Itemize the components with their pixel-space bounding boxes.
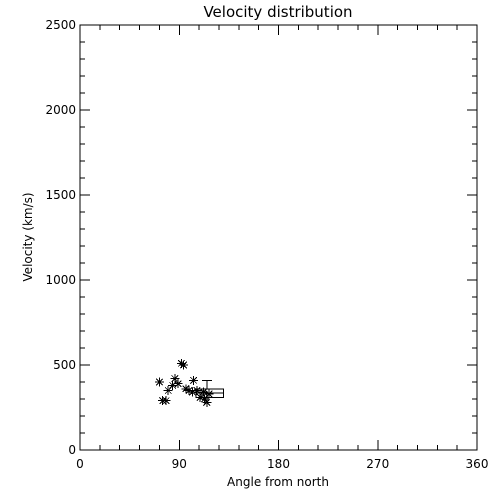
y-tick-label: 2000 — [45, 103, 76, 117]
x-tick-label: 90 — [172, 457, 187, 471]
y-tick-label: 0 — [68, 443, 76, 457]
data-point — [204, 389, 214, 399]
data-point — [202, 397, 212, 407]
data-point — [189, 375, 199, 385]
data-point — [170, 374, 180, 384]
data-point — [181, 384, 191, 394]
data-point — [200, 394, 210, 404]
data-point — [192, 386, 202, 395]
y-tick-label: 1000 — [45, 273, 76, 287]
data-point — [161, 396, 171, 406]
data-point — [173, 379, 183, 389]
chart-title: Velocity distribution — [203, 3, 352, 21]
scatter-points — [154, 358, 214, 407]
x-tick-label: 0 — [76, 457, 84, 471]
y-axis: 0 500 1000 1500 2000 2500 — [45, 18, 477, 457]
data-point — [163, 386, 173, 395]
y-tick-label: 2500 — [45, 18, 76, 32]
x-tick-label: 180 — [267, 457, 290, 471]
plot-frame — [79, 24, 478, 451]
x-tick-label: 360 — [466, 457, 489, 471]
x-tick-label: 270 — [366, 457, 389, 471]
data-point — [199, 387, 209, 397]
data-point — [168, 380, 178, 390]
x-axis-label: Angle from north — [227, 475, 329, 489]
box-plot — [195, 379, 224, 398]
y-axis-label: Velocity (km/s) — [21, 192, 35, 281]
x-axis: 0 90 180 270 360 — [76, 25, 488, 471]
data-point — [184, 386, 194, 395]
y-tick-label: 500 — [53, 358, 76, 372]
data-point — [187, 387, 197, 397]
data-point — [179, 360, 189, 370]
y-tick-label: 1500 — [45, 188, 76, 202]
data-point — [154, 377, 164, 387]
